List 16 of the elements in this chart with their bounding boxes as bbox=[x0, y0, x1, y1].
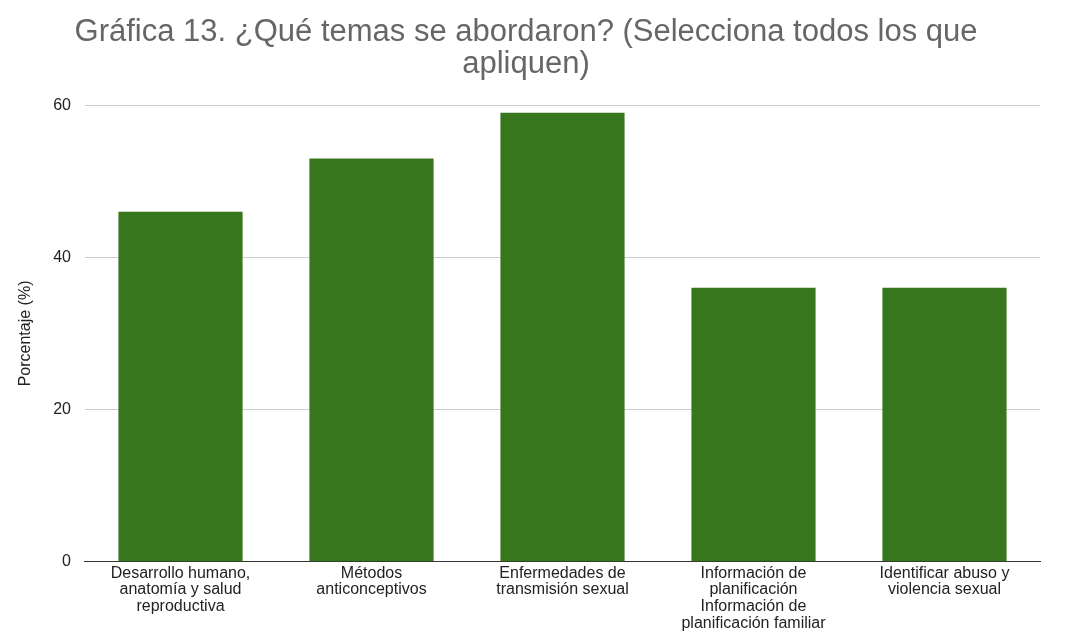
bar bbox=[691, 287, 816, 562]
y-tick-label: 20 bbox=[53, 399, 72, 417]
x-tick-label: Enfermedades de transmisión sexual bbox=[496, 563, 629, 598]
x-tick-label: Métodos anticonceptivos bbox=[316, 563, 427, 598]
bar bbox=[882, 287, 1007, 562]
bar bbox=[500, 112, 625, 562]
y-tick-label: 40 bbox=[53, 247, 72, 265]
bar bbox=[118, 211, 243, 562]
y-tick-label: 60 bbox=[53, 95, 72, 113]
y-tick-label: 0 bbox=[62, 552, 72, 570]
x-tick-label: Desarrollo humano, anatomía y salud reproductiva bbox=[110, 563, 251, 615]
x-tick-label: Identificar abuso y violencia sexual bbox=[879, 563, 1010, 598]
chart-title: Gráfica 13. ¿Qué temas se abordaron? (Selecciona todos los que apliquen) bbox=[74, 12, 978, 81]
x-tick-label: Información de planificación Información de planificación familiar bbox=[681, 563, 827, 632]
bar bbox=[309, 158, 434, 562]
y-axis-title: Porcentaje (%) bbox=[16, 280, 34, 387]
